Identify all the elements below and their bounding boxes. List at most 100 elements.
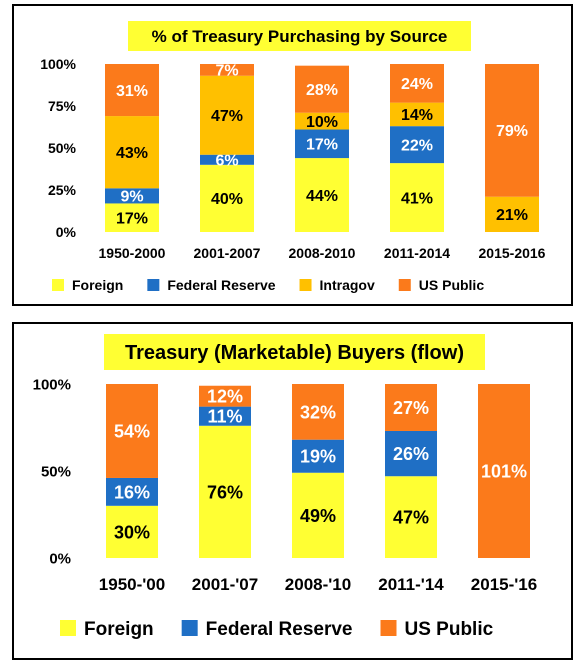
- bottom-chart-y-tick: 50%: [41, 463, 71, 480]
- legend-label: Foreign: [84, 619, 154, 640]
- data-label: 16%: [114, 482, 150, 502]
- top-chart-y-tick: 25%: [48, 182, 77, 198]
- data-label: 28%: [306, 82, 338, 99]
- bar-segment: [199, 425, 251, 558]
- data-label: 43%: [116, 145, 148, 162]
- bar-segment: [485, 196, 539, 232]
- data-label: 19%: [300, 447, 336, 467]
- data-label: 14%: [401, 107, 433, 124]
- data-label: 22%: [401, 137, 433, 154]
- bar-segment: [106, 384, 158, 478]
- bar-segment: [385, 430, 437, 477]
- category-label: 2008-2010: [289, 245, 356, 261]
- chart-purchasing-by-source-svg: % of Treasury Purchasing by Source 0% 25% 5…: [40, 21, 546, 293]
- bar-segment: [295, 112, 349, 130]
- legend-label: US Public: [419, 277, 485, 293]
- bottom-chart-title-box: [104, 334, 485, 370]
- bar-segment: [385, 384, 437, 431]
- category-label: 1950-2000: [99, 245, 166, 261]
- category-label: 2015-2016: [479, 245, 546, 261]
- bar-segment: [200, 75, 254, 155]
- data-label: 26%: [393, 444, 429, 464]
- data-label: 9%: [120, 189, 143, 206]
- category-label: 2015-'16: [471, 575, 537, 594]
- data-label: 6%: [215, 153, 238, 170]
- bar-segment: [390, 163, 444, 232]
- top-chart-y-tick: 50%: [48, 140, 77, 156]
- bar-segment: [200, 164, 254, 232]
- data-label: 12%: [207, 387, 243, 407]
- top-chart-y-tick: 100%: [40, 56, 76, 72]
- bar-segment: [295, 158, 349, 232]
- bar-segment: [478, 384, 530, 558]
- data-label: 44%: [306, 188, 338, 205]
- bottom-chart-y-tick: 100%: [33, 376, 71, 393]
- bar-segment: [485, 64, 539, 197]
- legend-swatch: [147, 279, 160, 291]
- top-chart-title-box: [128, 21, 471, 51]
- data-label: 24%: [401, 76, 433, 93]
- legend-swatch: [299, 279, 312, 291]
- data-label: 54%: [114, 421, 150, 441]
- data-label: 49%: [300, 506, 336, 526]
- data-label: 27%: [393, 398, 429, 418]
- legend-label: Federal Reserve: [167, 277, 275, 293]
- bar-segment: [200, 154, 254, 165]
- data-label: 17%: [306, 137, 338, 154]
- bar-segment: [106, 505, 158, 558]
- top-chart-y-tick: 75%: [48, 98, 77, 114]
- bar-segment: [390, 102, 444, 127]
- category-label: 2011-2014: [384, 245, 450, 261]
- chart-purchasing-by-source: % of Treasury Purchasing by Source 0% 25% 5…: [12, 4, 573, 306]
- top-chart-title: % of Treasury Purchasing by Source: [152, 27, 448, 46]
- category-label: 2008-'10: [285, 575, 351, 594]
- bar-segment: [385, 476, 437, 558]
- bar-segment: [390, 64, 444, 103]
- data-label: 32%: [300, 402, 336, 422]
- bottom-chart-title: Treasury (Marketable) Buyers (flow): [125, 342, 464, 364]
- data-label: 10%: [306, 114, 338, 131]
- data-label: 47%: [393, 508, 429, 528]
- data-label: 30%: [114, 522, 150, 542]
- legend-swatch: [398, 279, 411, 291]
- data-label: 21%: [496, 207, 528, 224]
- bar-segment: [292, 384, 344, 440]
- legend-label: Intragov: [320, 277, 375, 293]
- top-chart-y-tick: 0%: [56, 224, 77, 240]
- legend-swatch: [380, 620, 397, 636]
- data-label: 11%: [207, 407, 242, 427]
- category-label: 1950-'00: [99, 575, 165, 594]
- bar-segment: [105, 203, 159, 232]
- category-label: 2011-'14: [378, 575, 444, 594]
- bar-segment: [292, 439, 344, 473]
- data-label: 76%: [207, 482, 243, 502]
- category-label: 2001-'07: [192, 575, 258, 594]
- bar-segment: [199, 406, 251, 426]
- chart-marketable-buyers: Treasury (Marketable) Buyers (flow) 0% 50%…: [12, 322, 573, 660]
- legend-swatch: [60, 620, 76, 636]
- bar-segment: [295, 65, 349, 113]
- legend-label: Foreign: [72, 277, 123, 293]
- data-label: 31%: [116, 83, 148, 100]
- data-label: 41%: [401, 190, 433, 207]
- legend-swatch: [181, 620, 198, 636]
- legend-label: Federal Reserve: [206, 619, 353, 640]
- chart-marketable-buyers-svg: Treasury (Marketable) Buyers (flow) 0% 50%…: [33, 334, 537, 640]
- bar-segment: [200, 64, 254, 76]
- data-label: 101%: [481, 461, 527, 481]
- bar-segment: [292, 472, 344, 558]
- bar-segment: [390, 126, 444, 164]
- data-label: 40%: [211, 191, 243, 208]
- bar-segment: [295, 129, 349, 159]
- bar-segment: [105, 64, 159, 117]
- data-label: 47%: [211, 108, 243, 125]
- bar-segment: [199, 385, 251, 407]
- legend-swatch: [52, 279, 64, 291]
- bar-segment: [106, 477, 158, 506]
- category-label: 2001-2007: [194, 245, 261, 261]
- legend-label: US Public: [405, 619, 494, 640]
- data-label: 79%: [496, 123, 528, 140]
- bar-segment: [105, 116, 159, 189]
- bottom-chart-y-tick: 0%: [49, 550, 71, 567]
- bar-segment: [105, 188, 159, 204]
